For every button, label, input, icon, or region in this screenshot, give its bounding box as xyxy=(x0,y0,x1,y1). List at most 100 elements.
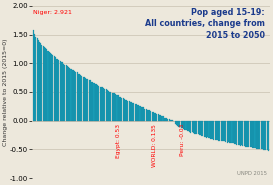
Bar xyxy=(96,84,97,121)
Bar xyxy=(228,121,229,142)
Bar xyxy=(85,78,86,121)
Bar xyxy=(199,121,200,135)
Bar xyxy=(80,75,81,121)
Bar xyxy=(247,121,248,147)
Bar xyxy=(46,50,47,121)
Bar xyxy=(41,45,43,121)
Bar xyxy=(212,121,213,139)
Bar xyxy=(152,112,153,121)
Bar xyxy=(130,102,131,121)
Bar xyxy=(144,109,145,121)
Bar xyxy=(131,102,132,121)
Bar xyxy=(217,121,218,140)
Bar xyxy=(196,121,197,134)
Bar xyxy=(159,115,160,121)
Bar xyxy=(55,57,56,121)
Bar xyxy=(108,91,109,121)
Bar xyxy=(239,121,240,145)
Bar xyxy=(171,120,172,121)
Bar xyxy=(244,121,245,146)
Bar xyxy=(241,121,242,145)
Bar xyxy=(172,120,173,121)
Bar xyxy=(176,121,177,125)
Bar xyxy=(184,121,185,130)
Bar xyxy=(224,121,225,142)
Bar xyxy=(189,121,190,132)
Bar xyxy=(251,121,252,147)
Bar xyxy=(84,77,85,121)
Bar xyxy=(51,54,52,121)
Bar xyxy=(211,121,212,139)
Bar xyxy=(120,97,121,121)
Bar xyxy=(147,110,148,121)
Bar xyxy=(254,121,256,148)
Bar xyxy=(57,59,58,121)
Bar xyxy=(72,70,73,121)
Bar xyxy=(107,90,108,121)
Text: Peru: -0.03: Peru: -0.03 xyxy=(180,124,185,157)
Bar xyxy=(229,121,230,143)
Bar xyxy=(259,121,260,149)
Bar xyxy=(70,69,72,121)
Bar xyxy=(162,116,164,121)
Text: WORLD: 0.135: WORLD: 0.135 xyxy=(152,124,157,167)
Bar xyxy=(248,121,250,147)
Bar xyxy=(182,121,183,128)
Bar xyxy=(178,121,179,127)
Bar xyxy=(158,115,159,121)
Bar xyxy=(149,110,150,121)
Bar xyxy=(222,121,223,141)
Bar xyxy=(63,64,64,121)
Bar xyxy=(118,95,119,121)
Bar xyxy=(235,121,236,144)
Bar xyxy=(190,121,191,133)
Bar xyxy=(155,113,156,121)
Bar xyxy=(91,82,92,121)
Bar xyxy=(115,94,116,121)
Bar xyxy=(185,121,186,130)
Bar xyxy=(87,79,88,121)
Bar xyxy=(250,121,251,147)
Bar xyxy=(86,79,87,121)
Bar xyxy=(233,121,234,143)
Bar xyxy=(33,31,34,121)
Bar xyxy=(223,121,224,141)
Bar xyxy=(62,62,63,121)
Bar xyxy=(39,42,40,121)
Bar xyxy=(133,103,135,121)
Bar xyxy=(168,119,170,121)
Bar xyxy=(69,68,70,121)
Bar xyxy=(127,101,128,121)
Bar xyxy=(256,121,257,149)
Bar xyxy=(253,121,254,148)
Bar xyxy=(140,106,141,121)
Bar xyxy=(160,115,161,121)
Bar xyxy=(187,121,188,131)
Bar xyxy=(179,121,180,127)
Bar xyxy=(124,99,125,121)
Bar xyxy=(81,76,82,121)
Bar xyxy=(150,111,152,121)
Bar xyxy=(156,114,158,121)
Bar xyxy=(166,118,167,121)
Bar xyxy=(114,93,115,121)
Bar xyxy=(49,52,50,121)
Bar xyxy=(234,121,235,144)
Bar xyxy=(257,121,258,149)
Bar xyxy=(93,83,94,121)
Bar xyxy=(264,121,265,150)
Bar xyxy=(56,59,57,121)
Bar xyxy=(183,121,184,129)
Bar xyxy=(66,65,67,121)
Bar xyxy=(263,121,264,150)
Bar xyxy=(258,121,259,149)
Bar xyxy=(265,121,266,150)
Text: Niger: 2.921: Niger: 2.921 xyxy=(34,10,72,15)
Bar xyxy=(103,88,104,121)
Bar xyxy=(45,48,46,121)
Bar xyxy=(205,121,206,137)
Bar xyxy=(34,34,35,121)
Bar xyxy=(129,101,130,121)
Bar xyxy=(242,121,244,146)
Bar xyxy=(37,38,38,121)
